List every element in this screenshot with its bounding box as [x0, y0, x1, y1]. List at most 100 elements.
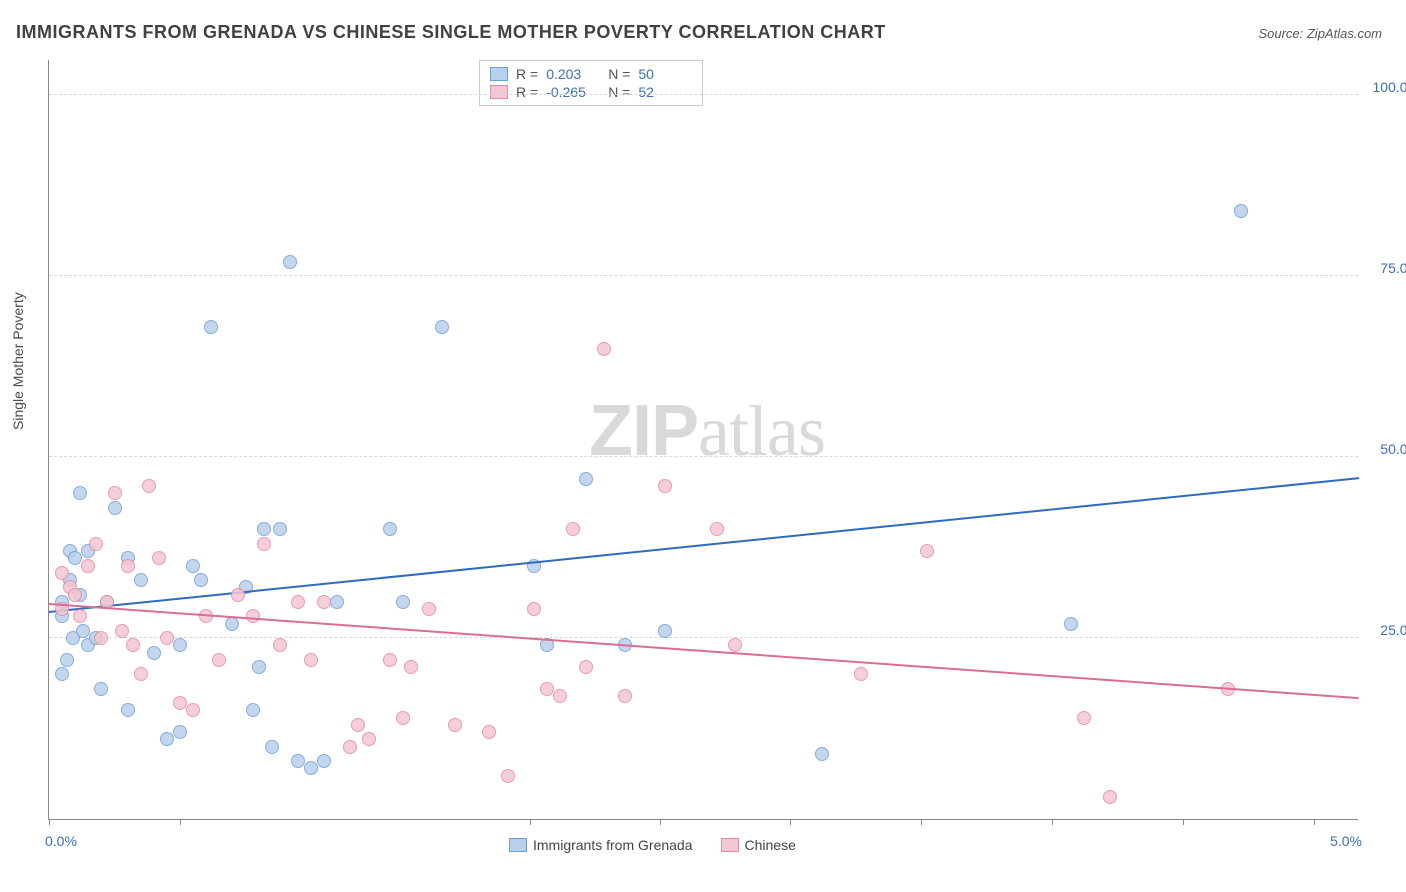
scatter-point-grenada [173, 638, 187, 652]
legend-row-grenada: R =0.203N =50 [490, 65, 692, 83]
scatter-point-grenada [73, 486, 87, 500]
scatter-point-chinese [1103, 790, 1117, 804]
chart-title: IMMIGRANTS FROM GRENADA VS CHINESE SINGL… [16, 22, 886, 43]
scatter-point-chinese [212, 653, 226, 667]
gridline [49, 275, 1358, 276]
legend-r-value: -0.265 [546, 84, 600, 100]
y-tick-label: 75.0% [1364, 260, 1406, 276]
scatter-point-chinese [273, 638, 287, 652]
scatter-point-chinese [134, 667, 148, 681]
legend-item-label: Immigrants from Grenada [533, 837, 693, 853]
legend-r-label: R = [516, 84, 538, 100]
scatter-point-chinese [160, 631, 174, 645]
x-tick [921, 819, 922, 825]
scatter-point-grenada [815, 747, 829, 761]
scatter-point-grenada [108, 501, 122, 515]
scatter-point-chinese [422, 602, 436, 616]
scatter-point-chinese [68, 588, 82, 602]
scatter-point-chinese [291, 595, 305, 609]
legend-r-value: 0.203 [546, 66, 600, 82]
scatter-point-grenada [186, 559, 200, 573]
scatter-point-chinese [351, 718, 365, 732]
gridline [49, 456, 1358, 457]
scatter-point-chinese [383, 653, 397, 667]
legend-swatch [490, 67, 508, 81]
x-tick [1183, 819, 1184, 825]
scatter-point-chinese [304, 653, 318, 667]
y-tick-label: 25.0% [1364, 622, 1406, 638]
scatter-point-grenada [252, 660, 266, 674]
scatter-point-grenada [1234, 204, 1248, 218]
scatter-point-grenada [265, 740, 279, 754]
y-axis-label: Single Mother Poverty [10, 292, 26, 430]
scatter-point-chinese [482, 725, 496, 739]
scatter-point-chinese [920, 544, 934, 558]
scatter-point-grenada [396, 595, 410, 609]
legend-n-label: N = [608, 66, 630, 82]
scatter-point-grenada [121, 703, 135, 717]
scatter-point-grenada [579, 472, 593, 486]
scatter-point-chinese [173, 696, 187, 710]
scatter-point-grenada [283, 255, 297, 269]
scatter-point-chinese [73, 609, 87, 623]
scatter-point-chinese [152, 551, 166, 565]
x-axis-max-label: 5.0% [1330, 833, 1362, 849]
legend-n-value: 52 [638, 84, 692, 100]
scatter-point-chinese [710, 522, 724, 536]
scatter-point-chinese [257, 537, 271, 551]
scatter-point-chinese [89, 537, 103, 551]
scatter-point-grenada [317, 754, 331, 768]
scatter-point-chinese [448, 718, 462, 732]
y-tick-label: 50.0% [1364, 441, 1406, 457]
scatter-point-chinese [728, 638, 742, 652]
scatter-point-chinese [343, 740, 357, 754]
watermark-bold: ZIP [589, 391, 698, 471]
legend-series: Immigrants from GrenadaChinese [509, 837, 796, 853]
scatter-point-grenada [257, 522, 271, 536]
scatter-point-grenada [204, 320, 218, 334]
legend-swatch [490, 85, 508, 99]
scatter-point-grenada [383, 522, 397, 536]
trend-line-grenada [49, 477, 1359, 613]
scatter-point-chinese [396, 711, 410, 725]
scatter-point-chinese [81, 559, 95, 573]
scatter-point-chinese [597, 342, 611, 356]
scatter-point-grenada [435, 320, 449, 334]
gridline [49, 94, 1358, 95]
x-tick [49, 819, 50, 825]
scatter-point-chinese [142, 479, 156, 493]
scatter-point-grenada [94, 682, 108, 696]
scatter-point-chinese [553, 689, 567, 703]
scatter-point-grenada [68, 551, 82, 565]
legend-n-value: 50 [638, 66, 692, 82]
scatter-point-grenada [291, 754, 305, 768]
scatter-point-grenada [147, 646, 161, 660]
x-tick [1314, 819, 1315, 825]
legend-row-chinese: R =-0.265N =52 [490, 83, 692, 101]
scatter-point-chinese [854, 667, 868, 681]
scatter-point-grenada [330, 595, 344, 609]
x-tick [790, 819, 791, 825]
scatter-point-chinese [94, 631, 108, 645]
scatter-point-chinese [108, 486, 122, 500]
scatter-point-chinese [527, 602, 541, 616]
scatter-point-grenada [225, 617, 239, 631]
scatter-point-chinese [55, 566, 69, 580]
scatter-point-chinese [231, 588, 245, 602]
scatter-point-grenada [160, 732, 174, 746]
scatter-point-chinese [540, 682, 554, 696]
trend-line-chinese [49, 603, 1359, 699]
scatter-point-chinese [126, 638, 140, 652]
x-axis-min-label: 0.0% [45, 833, 77, 849]
scatter-point-grenada [273, 522, 287, 536]
source-attribution: Source: ZipAtlas.com [1258, 26, 1382, 41]
scatter-point-chinese [501, 769, 515, 783]
scatter-point-chinese [404, 660, 418, 674]
y-tick-label: 100.0% [1364, 79, 1406, 95]
scatter-point-chinese [121, 559, 135, 573]
scatter-point-chinese [658, 479, 672, 493]
x-tick [660, 819, 661, 825]
watermark: ZIPatlas [589, 390, 825, 473]
scatter-point-grenada [173, 725, 187, 739]
plot-area: ZIPatlas R =0.203N =50R =-0.265N =52 Imm… [48, 60, 1358, 820]
